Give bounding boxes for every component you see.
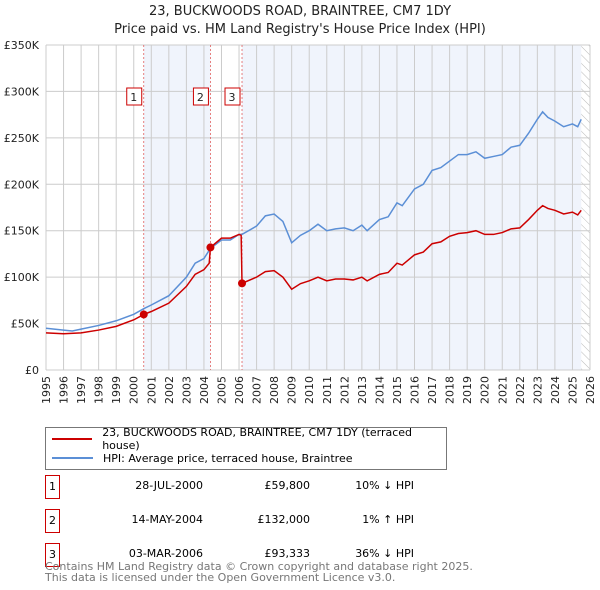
x-tick-label: 2007 [251, 376, 264, 404]
x-tick-label: 2012 [338, 376, 351, 404]
y-tick-label: £300K [4, 85, 40, 98]
sale-label: 2 [197, 91, 204, 104]
sale-point [206, 243, 215, 252]
x-tick-label: 2025 [566, 376, 579, 404]
chart-subtitle: Price paid vs. HM Land Registry's House … [114, 22, 486, 37]
x-tick-label: 2013 [356, 376, 369, 404]
hpi-line [45, 110, 582, 332]
legend-item-hpi: HPI: Average price, terraced house, Brai… [52, 450, 353, 466]
footer-copyright: Contains HM Land Registry data © Crown c… [45, 560, 473, 573]
x-tick-label: 2015 [391, 376, 404, 404]
legend-item-property: 23, BUCKWOODS ROAD, BRAINTREE, CM7 1DY (… [52, 426, 446, 452]
x-tick-label: 2010 [303, 376, 316, 404]
x-tick-label: 1997 [75, 376, 88, 404]
legend-label: HPI: Average price, terraced house, Brai… [103, 451, 353, 465]
chart-title: 23, BUCKWOODS ROAD, BRAINTREE, CM7 1DY [148, 4, 452, 19]
x-tick-label: 2003 [180, 376, 193, 404]
x-tick-label: 1995 [40, 376, 53, 404]
y-tick-label: £150K [4, 225, 40, 238]
x-tick-label: 2022 [514, 376, 527, 404]
x-tick-label: 1998 [93, 376, 106, 404]
sale-hpi-diff: 36% ↓ HPI [355, 547, 414, 560]
x-tick-label: 2021 [496, 376, 509, 404]
sale-price: £93,333 [264, 547, 311, 560]
x-tick-label: 2014 [373, 376, 386, 404]
footer-licence: This data is licensed under the Open Gov… [45, 571, 396, 584]
y-tick-label: £100K [4, 271, 40, 284]
sale-marker-label: 1 [45, 475, 60, 499]
sale-label-box [126, 87, 143, 106]
sale-date: 03-MAR-2006 [128, 547, 203, 560]
x-tick-label: 1999 [110, 376, 123, 404]
x-tick-label: 2009 [286, 376, 299, 404]
x-tick-label: 2002 [163, 376, 176, 404]
x-tick-label: 2016 [409, 376, 422, 404]
y-tick-label: £0 [25, 364, 39, 377]
x-tick-label: 2005 [215, 376, 228, 404]
y-tick-label: £250K [4, 132, 40, 145]
sale-label-box [224, 87, 241, 106]
y-tick-label: £200K [4, 178, 40, 191]
x-tick-label: 2006 [233, 376, 246, 404]
legend-swatch-red [52, 438, 93, 440]
sale-date: 14-MAY-2004 [131, 513, 203, 526]
sale-row: 1 28-JUL-2000 £59,800 10% ↓ HPI [45, 475, 414, 499]
forecast-hatch [581, 45, 590, 370]
sale-row: 2 14-MAY-2004 £132,000 1% ↑ HPI [45, 509, 414, 533]
x-tick-label: 2017 [426, 376, 439, 404]
sale-price: £59,800 [264, 479, 311, 492]
legend-label: 23, BUCKWOODS ROAD, BRAINTREE, CM7 1DY (… [102, 426, 413, 452]
sale-row: 3 03-MAR-2006 £93,333 36% ↓ HPI [45, 543, 414, 567]
x-tick-label: 2024 [549, 376, 562, 404]
x-tick-label: 2008 [268, 376, 281, 404]
x-tick-label: 2001 [145, 376, 158, 404]
sale-marker-label: 2 [45, 509, 60, 533]
y-tick-label: £50K [11, 318, 40, 331]
x-tick-label: 2000 [128, 376, 141, 404]
legend: 23, BUCKWOODS ROAD, BRAINTREE, CM7 1DY (… [45, 426, 447, 470]
sale-marker-label: 3 [45, 543, 60, 567]
shade-region [242, 45, 582, 370]
x-tick-label: 1996 [58, 376, 71, 404]
plot-area: 1995 1996 1997 1998 1999 2000 2001 2002 2003 2004… [4, 39, 597, 404]
sale-label-box [192, 87, 209, 106]
x-tick-label: 2018 [444, 376, 457, 404]
sale-price: £132,000 [257, 513, 311, 526]
sale-label: 3 [229, 91, 236, 104]
sale-hpi-diff: 10% ↓ HPI [355, 479, 414, 492]
sale-point [139, 310, 148, 319]
sale-date: 28-JUL-2000 [135, 479, 203, 492]
x-tick-label: 2026 [584, 376, 597, 404]
legend-swatch-blue [52, 457, 93, 459]
x-tick-label: 2023 [531, 376, 544, 404]
x-tick-label: 2004 [198, 376, 211, 404]
sale-hpi-diff: 1% ↑ HPI [362, 513, 414, 526]
sale-label: 1 [130, 91, 137, 104]
price-paid-line [45, 204, 582, 335]
x-tick-label: 2019 [461, 376, 474, 404]
x-tick-label: 2020 [479, 376, 492, 404]
y-tick-label: £350K [4, 39, 40, 52]
sale-point [238, 279, 247, 288]
x-tick-label: 2011 [321, 376, 334, 404]
